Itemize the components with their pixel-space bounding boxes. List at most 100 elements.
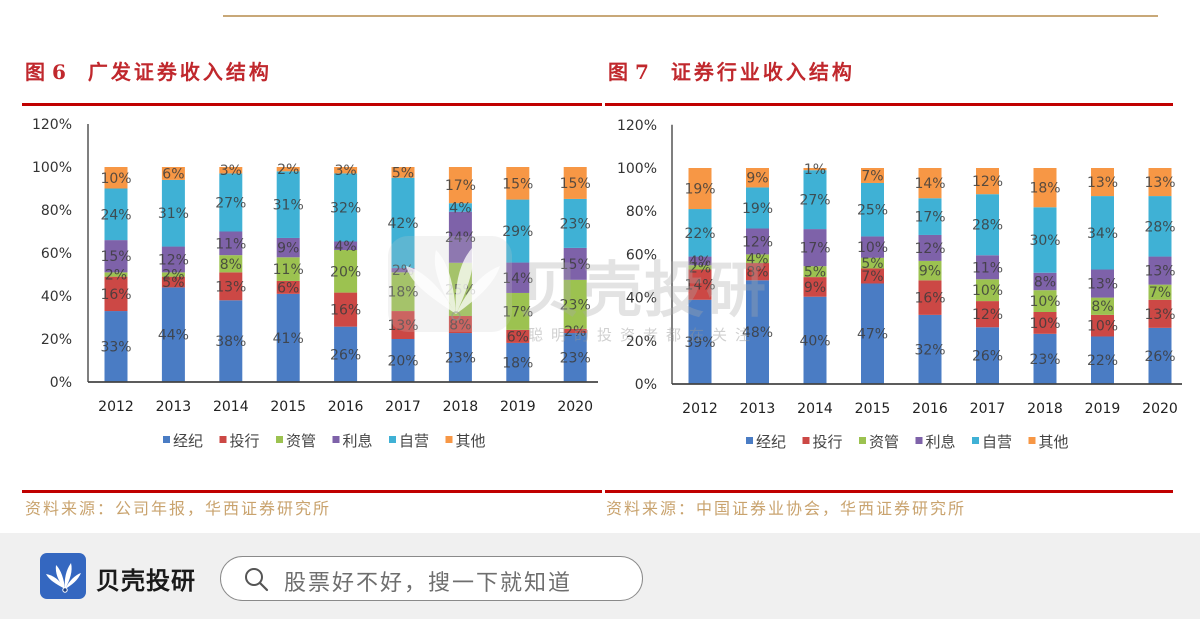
bar-segment-投行 xyxy=(976,301,999,328)
bar-segment-经纪 xyxy=(746,280,769,384)
legend-swatch-经纪 xyxy=(746,437,753,444)
bar-segment-其他 xyxy=(104,167,128,189)
charts-canvas: 0% 20% 40% 60% 80% 100% 120% 33% 16% 2% 15% 24% 10% 2… xyxy=(32,117,1182,451)
bar-segment-资管 xyxy=(1033,290,1057,312)
y-tick-label: 0% xyxy=(50,375,72,391)
bar-segment-利息 xyxy=(391,268,415,273)
data-label: 32% xyxy=(914,342,945,358)
data-label: 42% xyxy=(387,216,418,232)
data-label: 17% xyxy=(445,178,476,194)
data-label: 31% xyxy=(158,206,189,222)
data-label: 10% xyxy=(1029,316,1060,332)
legend-swatch-利息 xyxy=(915,437,923,444)
bar-segment-资管 xyxy=(976,279,999,302)
bar-segment-利息 xyxy=(506,262,530,293)
data-label: 10% xyxy=(100,171,131,187)
y-tick-label: 20% xyxy=(41,332,72,348)
data-label: 13% xyxy=(1087,175,1118,191)
data-label: 14% xyxy=(684,278,715,294)
data-label: 48% xyxy=(742,325,773,341)
data-label: 2% xyxy=(162,268,184,284)
bar-segment-经纪 xyxy=(688,299,712,384)
bar-segment-利息 xyxy=(803,229,827,267)
data-label: 5% xyxy=(162,275,184,291)
data-label: 24% xyxy=(445,230,476,246)
bar-segment-投行 xyxy=(1033,312,1057,334)
rule-dot xyxy=(599,103,602,106)
bar-segment-自营 xyxy=(334,173,358,242)
bar-segment-利息 xyxy=(219,231,243,256)
bar-segment-资管 xyxy=(1148,284,1172,300)
search-input[interactable]: 股票好不好，搜一下就知道 xyxy=(220,556,643,601)
bar-segment-自营 xyxy=(276,171,300,238)
bar-segment-自营 xyxy=(563,198,587,248)
legend-swatch-自营 xyxy=(972,437,979,444)
y-tick-label: 100% xyxy=(617,161,657,177)
bar-segment-利息 xyxy=(918,234,942,261)
legend-label: 资管 xyxy=(286,432,316,450)
legend-swatch-经纪 xyxy=(163,436,170,443)
y-tick-label: 60% xyxy=(626,247,657,263)
bar-segment-其他 xyxy=(1091,168,1114,197)
data-label: 17% xyxy=(914,210,945,226)
data-label: 2% xyxy=(105,268,127,284)
legend-swatch-自营 xyxy=(389,436,396,443)
data-label: 16% xyxy=(100,287,131,303)
bar-segment-利息 xyxy=(1148,256,1172,285)
data-label: 28% xyxy=(972,218,1003,234)
bar-segment-资管 xyxy=(334,250,358,293)
y-tick-label: 80% xyxy=(626,204,657,220)
figure-7-source: 资料来源：中国证券业协会，华西证券研究所 xyxy=(606,499,967,518)
data-label: 9% xyxy=(804,280,826,296)
data-label: 38% xyxy=(215,334,246,350)
data-label: 15% xyxy=(100,249,131,265)
data-label: 15% xyxy=(560,257,591,273)
y-tick-label: 20% xyxy=(626,334,657,350)
shell-fan-icon[interactable] xyxy=(40,553,86,599)
bar-segment-资管 xyxy=(688,265,712,270)
x-tick-label: 2014 xyxy=(213,399,249,415)
data-label: 12% xyxy=(972,307,1003,323)
data-label: 9% xyxy=(919,264,941,280)
y-tick-label: 0% xyxy=(635,377,657,393)
data-label: 5% xyxy=(392,165,414,181)
x-tick-label: 2019 xyxy=(1085,401,1121,417)
data-label: 6% xyxy=(162,166,184,182)
bar-segment-资管 xyxy=(861,257,884,269)
y-tick-label: 40% xyxy=(626,291,657,307)
bar-segment-利息 xyxy=(1033,272,1057,291)
data-label: 7% xyxy=(861,269,883,285)
legend-swatch-资管 xyxy=(276,436,283,443)
bar-segment-资管 xyxy=(506,292,530,330)
bar-segment-利息 xyxy=(104,240,128,273)
data-label: 7% xyxy=(1149,285,1171,301)
bar-segment-投行 xyxy=(1091,314,1114,337)
data-label: 18% xyxy=(502,355,533,371)
data-label: 22% xyxy=(1087,353,1118,369)
data-label: 20% xyxy=(387,354,418,370)
data-label: 4% xyxy=(746,252,768,268)
data-label: 23% xyxy=(560,351,591,367)
legend-swatch-投行 xyxy=(802,437,810,444)
data-label: 16% xyxy=(330,303,361,319)
data-label: 12% xyxy=(914,241,945,257)
data-label: 19% xyxy=(684,182,715,198)
bar-segment-经纪 xyxy=(803,296,827,384)
y-tick-label: 80% xyxy=(41,203,72,219)
figure-7-bottom-rule xyxy=(605,490,1173,493)
legend-label: 利息 xyxy=(343,432,373,450)
data-label: 4% xyxy=(449,200,471,216)
bar-segment-经纪 xyxy=(448,333,472,382)
data-label: 18% xyxy=(1029,181,1060,197)
top-divider xyxy=(223,15,1158,17)
bar-segment-经纪 xyxy=(161,287,185,382)
bar-segment-资管 xyxy=(746,254,769,264)
x-tick-label: 2015 xyxy=(855,401,891,417)
bar-segment-利息 xyxy=(563,247,587,280)
legend-label: 利息 xyxy=(926,433,956,451)
data-label: 15% xyxy=(502,176,533,192)
bar-segment-经纪 xyxy=(104,311,128,382)
x-tick-label: 2014 xyxy=(797,401,833,417)
data-label: 26% xyxy=(972,349,1003,365)
data-label: 8% xyxy=(449,318,471,334)
